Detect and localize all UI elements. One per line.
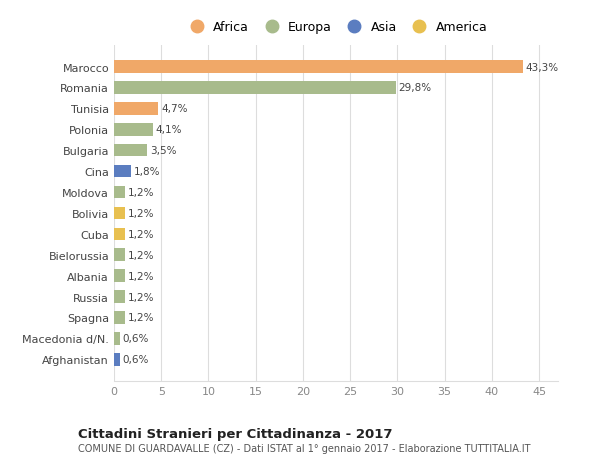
Text: COMUNE DI GUARDAVALLE (CZ) - Dati ISTAT al 1° gennaio 2017 - Elaborazione TUTTIT: COMUNE DI GUARDAVALLE (CZ) - Dati ISTAT … bbox=[78, 443, 530, 453]
Text: 1,2%: 1,2% bbox=[128, 208, 155, 218]
Bar bbox=[114, 353, 119, 366]
Bar bbox=[114, 165, 131, 178]
Bar bbox=[114, 291, 125, 303]
Bar bbox=[114, 124, 153, 136]
Text: 3,5%: 3,5% bbox=[150, 146, 176, 156]
Text: 4,7%: 4,7% bbox=[161, 104, 188, 114]
Legend: Africa, Europa, Asia, America: Africa, Europa, Asia, America bbox=[182, 19, 490, 37]
Bar bbox=[114, 61, 523, 73]
Text: 1,2%: 1,2% bbox=[128, 250, 155, 260]
Text: 1,2%: 1,2% bbox=[128, 313, 155, 323]
Text: 1,2%: 1,2% bbox=[128, 188, 155, 197]
Bar bbox=[114, 228, 125, 241]
Text: 4,1%: 4,1% bbox=[155, 125, 182, 135]
Text: 1,2%: 1,2% bbox=[128, 271, 155, 281]
Text: 1,2%: 1,2% bbox=[128, 230, 155, 239]
Bar bbox=[114, 103, 158, 115]
Text: 29,8%: 29,8% bbox=[398, 83, 431, 93]
Text: 0,6%: 0,6% bbox=[122, 354, 149, 364]
Text: Cittadini Stranieri per Cittadinanza - 2017: Cittadini Stranieri per Cittadinanza - 2… bbox=[78, 427, 392, 440]
Text: 1,8%: 1,8% bbox=[134, 167, 160, 177]
Bar bbox=[114, 186, 125, 199]
Bar bbox=[114, 249, 125, 262]
Bar bbox=[114, 312, 125, 324]
Bar bbox=[114, 207, 125, 220]
Bar bbox=[114, 145, 147, 157]
Text: 1,2%: 1,2% bbox=[128, 292, 155, 302]
Text: 43,3%: 43,3% bbox=[526, 62, 559, 73]
Bar bbox=[114, 270, 125, 282]
Text: 0,6%: 0,6% bbox=[122, 334, 149, 344]
Bar bbox=[114, 332, 119, 345]
Bar bbox=[114, 82, 395, 95]
